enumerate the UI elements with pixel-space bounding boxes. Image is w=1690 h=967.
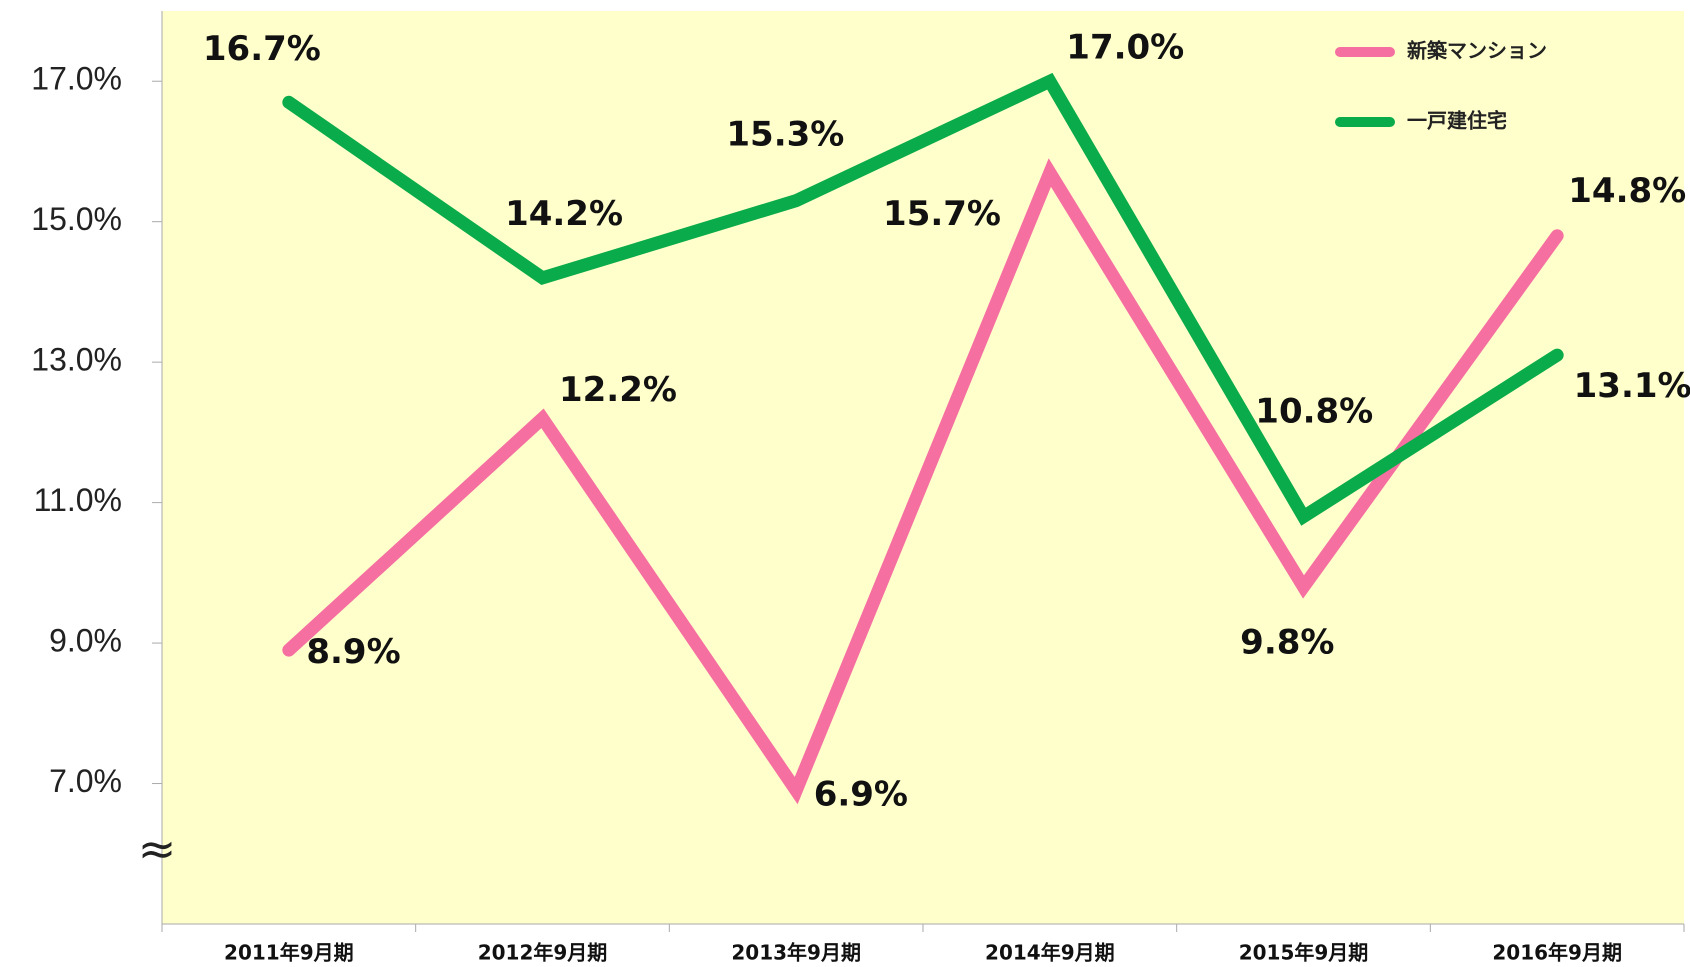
line <box>282 72 1564 526</box>
y-tick-label: 13.0% <box>31 342 122 378</box>
x-tick-label: 2016年9月期 <box>1492 941 1622 965</box>
data-label: 15.3% <box>726 114 844 154</box>
axis-break: ≈ <box>138 822 177 876</box>
data-label: 14.8% <box>1568 171 1686 211</box>
x-tick-label: 2011年9月期 <box>224 941 354 965</box>
x-tick-label: 2013年9月期 <box>731 941 861 965</box>
y-tick-label: 7.0% <box>49 763 122 799</box>
x-tick-label: 2014年9月期 <box>985 941 1115 965</box>
x-tick-label: 2012年9月期 <box>478 941 608 965</box>
y-tick-label: 15.0% <box>31 201 122 237</box>
data-label: 8.9% <box>306 632 400 672</box>
data-label: 6.9% <box>814 774 908 814</box>
data-label: 13.1% <box>1574 366 1690 406</box>
x-tick-label: 2015年9月期 <box>1239 941 1369 965</box>
y-tick-label: 11.0% <box>34 482 122 518</box>
data-label: 10.8% <box>1255 392 1373 432</box>
legend-label: 一戸建住宅 <box>1407 109 1507 133</box>
data-label: 9.8% <box>1240 623 1334 663</box>
y-tick-label: 9.0% <box>49 623 122 659</box>
y-tick-label: 17.0% <box>31 61 122 97</box>
data-label: 17.0% <box>1066 27 1184 67</box>
data-label: 12.2% <box>559 370 677 410</box>
line <box>282 158 1564 805</box>
data-label: 14.2% <box>505 194 623 234</box>
data-label: 16.7% <box>203 29 321 69</box>
legend-label: 新築マンション <box>1407 39 1547 63</box>
data-label: 15.7% <box>883 194 1001 234</box>
